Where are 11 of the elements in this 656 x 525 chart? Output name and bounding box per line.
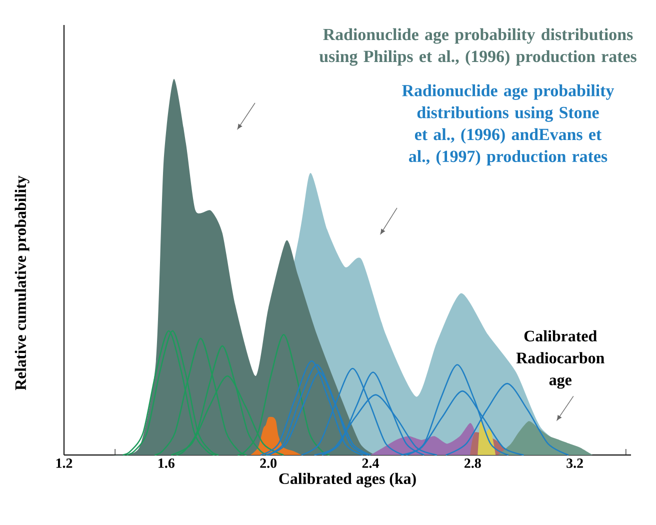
- y-axis-title: Relative cumulative probability: [14, 176, 30, 390]
- text: Radionuclide age probability distributions using Stone et al., (1996) andEvans et al., (1997) production rates: [402, 84, 614, 166]
- x-tick-label: 1.6: [158, 458, 174, 468]
- x-tick-label: 1.2: [56, 458, 72, 468]
- x-tick-label: 2.0: [260, 458, 277, 468]
- text: Radionuclide age probability distributions using Philips et al., (1996) production rates: [319, 28, 636, 66]
- x-tick-label: 2.8: [464, 458, 481, 468]
- annotation: Calibrated Radiocarbon age: [516, 330, 604, 389]
- x-tick-label: 2.4: [362, 458, 379, 468]
- x-axis-title: Calibrated ages (ka): [279, 472, 416, 488]
- x-tick-label: 3.2: [566, 458, 583, 468]
